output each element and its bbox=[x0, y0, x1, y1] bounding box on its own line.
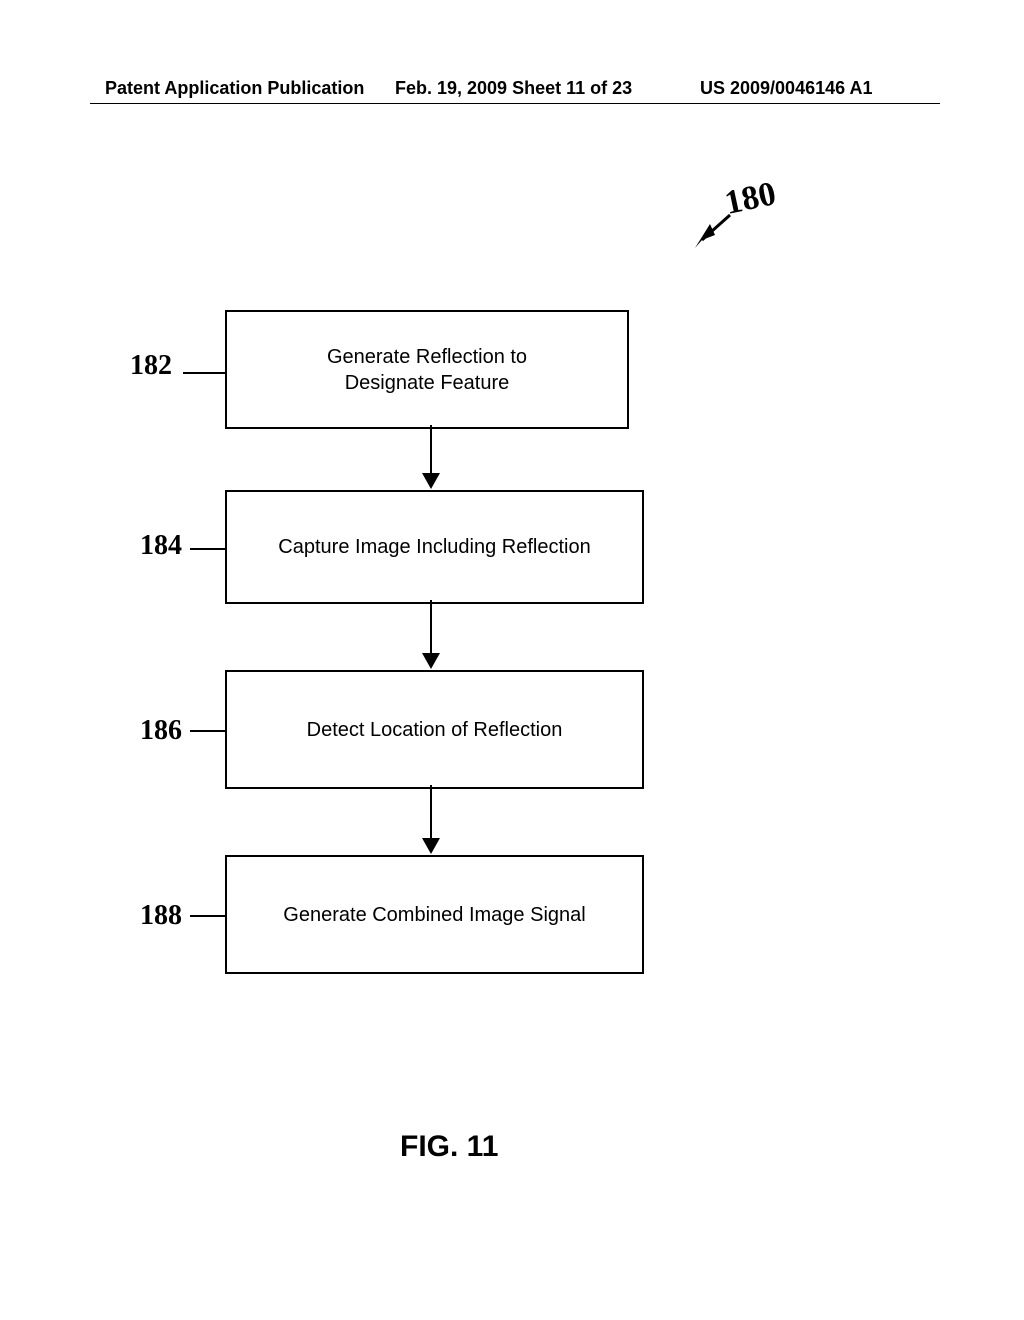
header-patent-number: US 2009/0046146 A1 bbox=[700, 78, 872, 99]
connector-1-arrowhead-icon bbox=[422, 473, 440, 489]
ref-188-tick bbox=[190, 915, 225, 917]
connector-3-line bbox=[430, 785, 432, 840]
ref-184-tick bbox=[190, 548, 225, 550]
header-date-sheet: Feb. 19, 2009 Sheet 11 of 23 bbox=[395, 78, 632, 99]
header-rule bbox=[90, 103, 940, 104]
ref-182-label: 182 bbox=[130, 350, 172, 382]
ref-182-tick bbox=[183, 372, 225, 374]
connector-1-line bbox=[430, 425, 432, 475]
flow-box-generate-combined: Generate Combined Image Signal bbox=[225, 855, 644, 974]
connector-2-line bbox=[430, 600, 432, 655]
flow-box-detect-location: Detect Location of Reflection bbox=[225, 670, 644, 789]
ref-184-label: 184 bbox=[140, 530, 182, 562]
flow-box-2-text: Capture Image Including Reflection bbox=[278, 534, 590, 560]
ref-180-arrow-icon bbox=[690, 210, 735, 250]
connector-2-arrowhead-icon bbox=[422, 653, 440, 669]
flow-box-capture-image: Capture Image Including Reflection bbox=[225, 490, 644, 604]
connector-3-arrowhead-icon bbox=[422, 838, 440, 854]
ref-186-tick bbox=[190, 730, 225, 732]
patent-page: Patent Application Publication Feb. 19, … bbox=[0, 0, 1024, 1320]
figure-caption: FIG. 11 bbox=[400, 1130, 498, 1164]
flow-box-3-text: Detect Location of Reflection bbox=[307, 717, 563, 743]
header-publication: Patent Application Publication bbox=[105, 78, 364, 99]
flow-box-4-text: Generate Combined Image Signal bbox=[283, 902, 585, 928]
flow-box-1-text: Generate Reflection to Designate Feature bbox=[327, 344, 527, 396]
flow-box-generate-reflection: Generate Reflection to Designate Feature bbox=[225, 310, 629, 429]
ref-188-label: 188 bbox=[140, 900, 182, 932]
ref-186-label: 186 bbox=[140, 715, 182, 747]
